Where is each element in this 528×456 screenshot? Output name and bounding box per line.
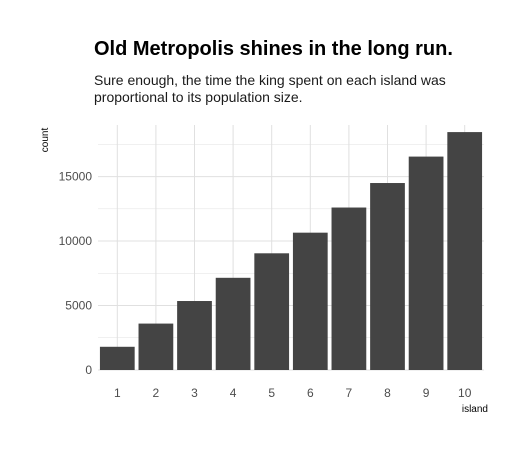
x-tick-label: 9	[423, 386, 430, 400]
x-axis-ticks: 1 2 3 4 5 6 7 8 9 10	[114, 386, 472, 400]
x-tick-label: 1	[114, 386, 121, 400]
bar-island-10	[447, 132, 483, 370]
x-tick-label: 6	[307, 386, 314, 400]
x-tick-label: 4	[230, 386, 237, 400]
y-axis-label: count	[40, 128, 51, 153]
bar-island-7	[331, 207, 367, 370]
bar-island-6	[292, 232, 328, 370]
bars	[99, 132, 483, 370]
bar-island-4	[215, 277, 251, 370]
chart-title: Old Metropolis shines in the long run.	[94, 38, 453, 60]
bar-island-9	[408, 156, 444, 370]
y-axis-ticks: 0 5000 10000 15000	[59, 170, 93, 377]
bar-island-5	[254, 253, 290, 370]
y-tick-label: 10000	[59, 234, 93, 248]
x-tick-label: 5	[268, 386, 275, 400]
bar-island-2	[138, 323, 174, 370]
x-tick-label: 10	[458, 386, 472, 400]
bar-island-1	[99, 346, 135, 370]
x-axis-label: island	[462, 404, 488, 415]
y-tick-label: 15000	[59, 170, 93, 184]
x-tick-label: 3	[191, 386, 198, 400]
bar-island-3	[177, 301, 212, 370]
bar-island-8	[370, 183, 405, 370]
chart-subtitle: Sure enough, the time the king spent on …	[94, 72, 446, 105]
y-tick-label: 0	[85, 363, 92, 377]
y-tick-label: 5000	[65, 299, 92, 313]
x-tick-label: 7	[346, 386, 353, 400]
x-tick-label: 2	[153, 386, 160, 400]
x-tick-label: 8	[384, 386, 391, 400]
